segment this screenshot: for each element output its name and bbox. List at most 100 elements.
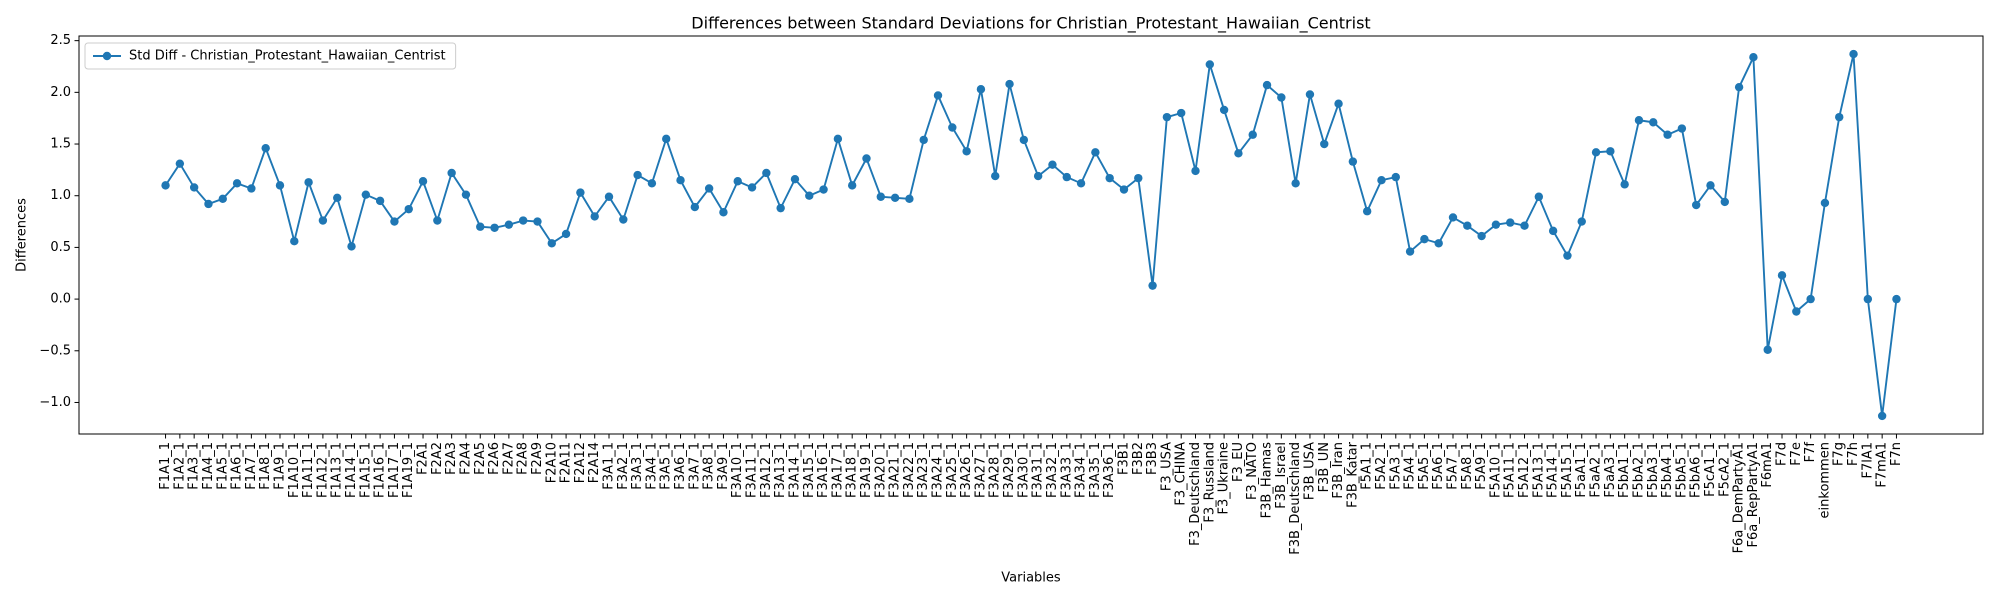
data-point xyxy=(976,85,986,94)
data-point xyxy=(747,183,757,192)
data-point xyxy=(418,177,428,186)
y-tick-label: 2.5 xyxy=(50,33,71,48)
data-point xyxy=(1420,234,1429,244)
data-point xyxy=(189,183,199,192)
data-point xyxy=(1105,173,1114,183)
data-point xyxy=(1606,147,1615,156)
x-tick-label: F2A1 xyxy=(416,442,431,475)
data-point xyxy=(1119,185,1129,194)
data-point xyxy=(204,199,213,209)
data-point xyxy=(790,174,800,184)
data-point xyxy=(218,194,227,204)
data-point xyxy=(461,190,471,199)
x-tick-label: F3B_Iran xyxy=(1331,442,1346,499)
legend: Std Diff - Christian_Protestant_Hawaiian… xyxy=(84,42,457,70)
x-tick-label: F5A12_1 xyxy=(1517,442,1532,498)
data-point xyxy=(1219,105,1229,115)
x-tick-label: F2A9 xyxy=(530,442,545,475)
data-point xyxy=(1506,218,1515,227)
x-tick-label: F3_Deutschland xyxy=(1188,442,1203,546)
data-point xyxy=(1835,112,1844,122)
data-point xyxy=(1076,179,1086,188)
x-tick-label: F5aA2_1 xyxy=(1589,442,1604,498)
data-point xyxy=(604,192,614,201)
x-axis-label: Variables xyxy=(1001,571,1061,586)
data-point xyxy=(833,134,843,144)
x-tick-label: F5A5_1 xyxy=(1417,442,1432,490)
data-point xyxy=(876,192,885,201)
data-point xyxy=(1062,172,1071,182)
data-point xyxy=(619,215,628,224)
legend-marker xyxy=(102,51,112,61)
x-tick-label: F1A13_1 xyxy=(330,442,345,498)
x-tick-label: F3_EU xyxy=(1231,442,1246,482)
data-point xyxy=(662,134,671,144)
x-tick-label: F3B2 xyxy=(1131,442,1146,475)
x-tick-label: F7lA1 xyxy=(1860,442,1875,479)
x-tick-label: einkommen xyxy=(1817,442,1832,518)
x-tick-label: F7f xyxy=(1803,442,1818,463)
x-tick-label: F3A12_1 xyxy=(759,442,774,498)
x-tick-label: F5bA6_1 xyxy=(1689,442,1704,498)
x-tick-label: F3_Russland xyxy=(1202,442,1217,523)
x-tick-label: F3A16_1 xyxy=(816,442,831,498)
x-tick-label: F6mA1 xyxy=(1760,442,1775,488)
x-tick-label: F1A5_1 xyxy=(215,442,230,490)
x-tick-label: F5A1_1 xyxy=(1360,442,1375,490)
data-point xyxy=(905,194,914,204)
data-point xyxy=(175,159,185,168)
x-tick-label: F3A9_1 xyxy=(716,442,731,490)
data-point xyxy=(333,193,342,202)
x-tick-label: F1A11_1 xyxy=(301,442,316,498)
x-tick-label: F5A8_1 xyxy=(1460,442,1475,490)
data-point xyxy=(518,216,528,225)
x-tick-label: F3_Ukraine xyxy=(1217,442,1232,514)
data-point xyxy=(933,91,943,100)
data-point xyxy=(1362,207,1372,216)
x-tick-label: F5aA3_1 xyxy=(1603,442,1618,498)
data-point xyxy=(1005,79,1014,89)
x-tick-label: F3B1 xyxy=(1116,442,1131,475)
x-tick-label: F5A15_1 xyxy=(1560,442,1575,498)
x-tick-label: F3A32_1 xyxy=(1045,442,1060,498)
plot-frame xyxy=(78,35,1984,435)
data-point xyxy=(347,242,356,251)
x-tick-label: F3A24_1 xyxy=(931,442,946,498)
y-tick-label: 1.5 xyxy=(50,137,71,152)
x-tick-label: F2A11 xyxy=(559,442,574,483)
x-tick-label: F3A35_1 xyxy=(1088,442,1103,498)
x-tick-label: F5A7_1 xyxy=(1445,442,1460,490)
x-tick-label: F5A13_1 xyxy=(1531,442,1546,498)
data-point xyxy=(232,179,242,188)
x-tick-label: F3A36_1 xyxy=(1102,442,1117,498)
x-tick-label: F2A7 xyxy=(501,442,516,475)
data-point xyxy=(1734,82,1744,92)
x-tick-label: F3_CHINA xyxy=(1174,442,1189,506)
data-point xyxy=(1148,281,1157,290)
data-point xyxy=(991,171,1000,181)
x-tick-label: F1A16_1 xyxy=(373,442,388,498)
data-point xyxy=(1849,49,1858,59)
data-point xyxy=(762,168,771,178)
data-point xyxy=(719,208,728,217)
data-point xyxy=(561,229,571,239)
data-point xyxy=(1792,307,1801,316)
data-point xyxy=(447,168,456,178)
x-tick-label: F3A28_1 xyxy=(988,442,1003,498)
data-point xyxy=(690,202,700,212)
x-tick-label: F3A30_1 xyxy=(1016,442,1031,498)
data-point xyxy=(948,123,957,132)
x-tick-label: F7h xyxy=(1846,442,1861,466)
x-tick-label: F3A13_1 xyxy=(773,442,788,498)
x-tick-label: F3B_Hamas xyxy=(1260,442,1275,519)
x-tick-label: F3A20_1 xyxy=(873,442,888,498)
x-tick-label: F7mA1 xyxy=(1875,442,1890,488)
x-tick-label: F5bA3_1 xyxy=(1646,442,1661,498)
x-tick-label: F5cA2_1 xyxy=(1717,442,1732,497)
data-point xyxy=(1820,198,1830,208)
x-tick-label: F3A4_1 xyxy=(644,442,659,490)
data-point xyxy=(1262,80,1272,90)
data-point xyxy=(733,177,742,186)
data-point xyxy=(504,220,514,229)
data-point xyxy=(1548,226,1558,236)
